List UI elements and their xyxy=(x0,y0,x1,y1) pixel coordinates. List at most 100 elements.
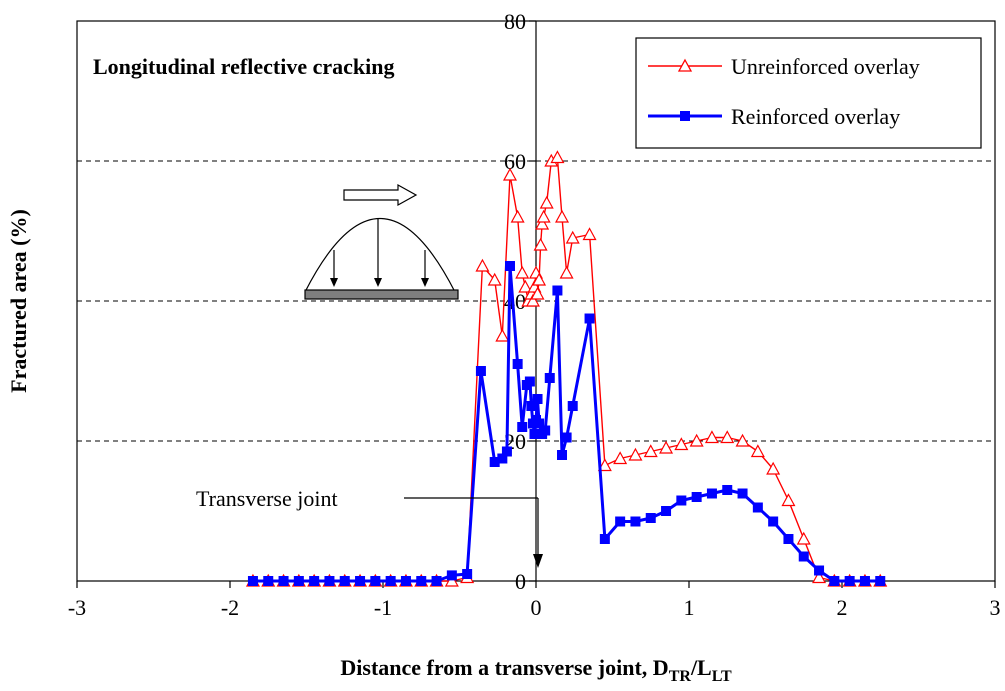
x-tick-label-1: 1 xyxy=(684,595,695,620)
data-point-reinforced-3 xyxy=(293,576,304,586)
data-point-reinforced-48 xyxy=(752,502,763,513)
data-point-unreinforced-52 xyxy=(796,531,811,545)
data-point-unreinforced-36 xyxy=(559,265,574,279)
x-tick-label-0: 0 xyxy=(531,595,542,620)
x-axis-title: Distance from a transverse joint, DTR/LL… xyxy=(340,655,732,685)
legend: Unreinforced overlay Reinforced overlay xyxy=(635,37,982,149)
data-point-unreinforced-18 xyxy=(502,167,518,181)
data-point-reinforced-6 xyxy=(339,576,350,586)
data-point-reinforced-23 xyxy=(524,376,535,387)
data-point-reinforced-38 xyxy=(599,534,610,544)
data-point-unreinforced-47 xyxy=(720,430,735,444)
annotation-title: Longitudinal reflective cracking xyxy=(93,54,394,79)
data-point-unreinforced-50 xyxy=(766,461,781,475)
data-point-reinforced-14 xyxy=(462,569,473,579)
data-point-unreinforced-35 xyxy=(554,209,570,223)
data-point-reinforced-2 xyxy=(278,576,289,586)
data-point-unreinforced-43 xyxy=(659,440,674,454)
data-point-reinforced-8 xyxy=(370,576,381,586)
data-point-unreinforced-29 xyxy=(533,237,548,251)
data-point-reinforced-21 xyxy=(517,422,528,432)
data-point-reinforced-32 xyxy=(544,373,555,383)
x-tick-label--1: -1 xyxy=(374,595,392,620)
data-point-unreinforced-24 xyxy=(525,293,540,307)
data-point-unreinforced-37 xyxy=(565,230,580,244)
data-point-reinforced-41 xyxy=(645,513,656,523)
x-tick-label-2: 2 xyxy=(837,595,848,620)
data-point-reinforced-54 xyxy=(844,576,855,586)
data-point-reinforced-26 xyxy=(529,429,540,439)
data-point-reinforced-46 xyxy=(722,485,733,495)
data-point-unreinforced-34 xyxy=(550,150,565,164)
data-point-unreinforced-42 xyxy=(643,444,658,458)
data-point-unreinforced-28 xyxy=(532,272,547,286)
y-tick-label-0: 0 xyxy=(515,569,526,594)
data-point-reinforced-56 xyxy=(875,576,886,586)
data-point-reinforced-34 xyxy=(557,450,568,460)
data-point-reinforced-52 xyxy=(814,565,825,576)
joint-label: Transverse joint xyxy=(196,486,338,511)
data-point-reinforced-19 xyxy=(504,261,515,271)
data-point-unreinforced-49 xyxy=(750,444,765,458)
data-point-reinforced-13 xyxy=(446,570,457,581)
data-point-reinforced-28 xyxy=(532,394,543,404)
legend-item-unreinforced: Unreinforced overlay xyxy=(648,54,920,79)
data-point-reinforced-49 xyxy=(768,516,779,527)
joint-callout: Transverse joint xyxy=(196,486,543,568)
data-point-unreinforced-41 xyxy=(628,447,643,461)
data-point-unreinforced-51 xyxy=(781,493,796,507)
data-point-unreinforced-16 xyxy=(487,272,502,286)
data-point-reinforced-4 xyxy=(309,576,320,586)
y-tick-label-80: 80 xyxy=(504,9,526,34)
data-point-reinforced-24 xyxy=(526,401,537,411)
y-axis-title: Fractured area (%) xyxy=(6,209,31,393)
data-point-reinforced-16 xyxy=(489,457,500,467)
data-point-reinforced-15 xyxy=(475,366,486,376)
legend-square-marker xyxy=(680,111,690,121)
data-point-unreinforced-19 xyxy=(510,209,525,223)
data-point-reinforced-11 xyxy=(416,576,427,586)
data-point-reinforced-5 xyxy=(324,576,335,586)
series-1 xyxy=(247,261,886,586)
data-point-reinforced-45 xyxy=(706,488,717,499)
data-point-unreinforced-38 xyxy=(582,227,597,241)
series-group xyxy=(245,150,888,587)
data-point-reinforced-35 xyxy=(561,432,572,443)
data-point-unreinforced-48 xyxy=(735,433,750,447)
data-point-reinforced-42 xyxy=(661,506,672,516)
data-point-reinforced-10 xyxy=(400,576,411,586)
data-point-reinforced-7 xyxy=(355,576,366,586)
data-point-reinforced-55 xyxy=(859,576,870,586)
data-point-reinforced-50 xyxy=(783,534,794,544)
data-point-reinforced-51 xyxy=(798,551,809,562)
data-point-reinforced-39 xyxy=(615,516,626,527)
data-point-unreinforced-17 xyxy=(495,328,510,342)
data-point-unreinforced-31 xyxy=(536,209,551,223)
data-point-unreinforced-30 xyxy=(535,216,550,230)
data-point-reinforced-1 xyxy=(263,576,274,586)
data-point-reinforced-53 xyxy=(829,576,840,586)
data-point-reinforced-9 xyxy=(385,576,396,586)
data-point-unreinforced-45 xyxy=(689,433,704,447)
moving-load-icon xyxy=(304,183,459,300)
legend-item-reinforced: Reinforced overlay xyxy=(648,104,900,129)
data-point-reinforced-20 xyxy=(512,359,523,369)
data-point-unreinforced-27 xyxy=(530,286,545,300)
x-tick-labels: -3 -2 -1 0 1 2 3 xyxy=(68,595,1001,620)
data-point-reinforced-17 xyxy=(497,453,508,464)
data-point-reinforced-36 xyxy=(567,401,578,411)
data-point-unreinforced-40 xyxy=(613,451,628,465)
data-point-unreinforced-20 xyxy=(515,265,530,279)
data-point-reinforced-44 xyxy=(691,492,702,502)
legend-label-unreinforced: Unreinforced overlay xyxy=(731,54,920,79)
y-tick-label-40: 40 xyxy=(504,289,526,314)
data-point-reinforced-12 xyxy=(431,576,442,586)
x-tick-label--3: -3 xyxy=(68,595,86,620)
data-point-reinforced-29 xyxy=(534,418,545,429)
x-tick-label--2: -2 xyxy=(221,595,239,620)
data-point-reinforced-37 xyxy=(584,313,595,324)
legend-triangle-marker xyxy=(677,58,693,72)
data-point-reinforced-33 xyxy=(552,285,563,296)
data-point-unreinforced-39 xyxy=(597,458,612,472)
